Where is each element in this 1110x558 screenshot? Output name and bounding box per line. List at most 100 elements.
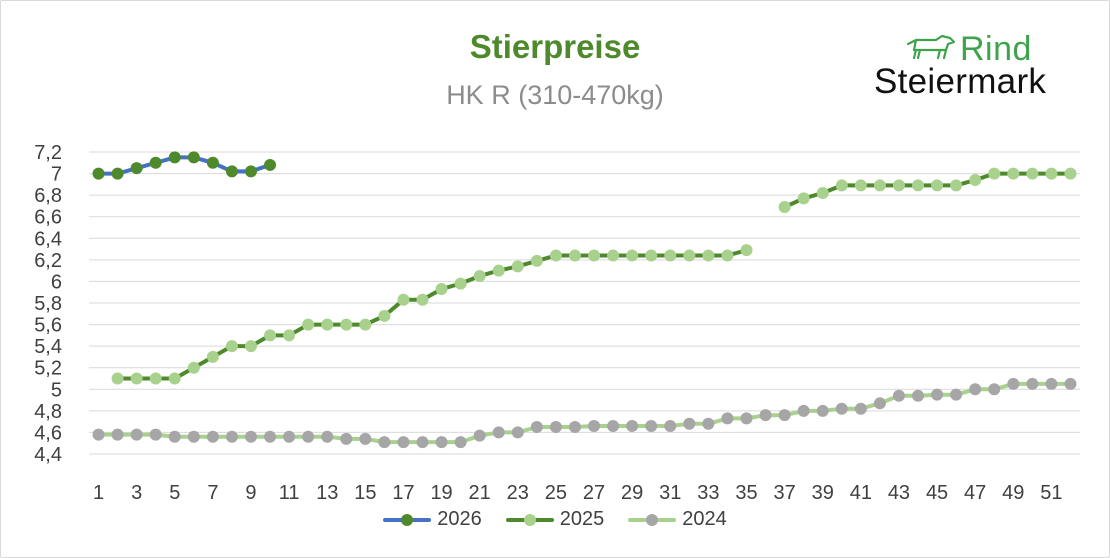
data-point xyxy=(988,383,1000,395)
series-layer xyxy=(93,151,1077,448)
data-point xyxy=(531,255,543,267)
data-point xyxy=(93,429,105,441)
y-tick-label: 7 xyxy=(51,164,62,186)
y-tick-label: 5,2 xyxy=(34,358,62,380)
data-point xyxy=(740,412,752,424)
x-tick-label: 23 xyxy=(507,482,529,504)
x-tick-label: 47 xyxy=(964,482,986,504)
data-point xyxy=(1026,378,1038,390)
series-2026 xyxy=(93,151,277,179)
y-tick-label: 4,4 xyxy=(34,444,62,466)
data-point xyxy=(493,426,505,438)
data-point xyxy=(264,329,276,341)
y-tick-label: 4,6 xyxy=(34,422,62,444)
y-tick-label: 6 xyxy=(51,271,62,293)
data-point xyxy=(893,390,905,402)
legend-label: 2025 xyxy=(560,508,605,531)
data-point xyxy=(283,431,295,443)
gridlines xyxy=(89,152,1080,454)
data-point xyxy=(817,405,829,417)
data-point xyxy=(912,390,924,402)
x-tick-label: 25 xyxy=(545,482,567,504)
y-tick-label: 7,2 xyxy=(34,142,62,164)
data-point xyxy=(188,431,200,443)
y-tick-label: 5,8 xyxy=(34,293,62,315)
legend-item-2026: 2026 xyxy=(383,508,482,531)
data-point xyxy=(836,403,848,415)
x-tick-label: 1 xyxy=(93,482,104,504)
data-point xyxy=(664,420,676,432)
data-point xyxy=(112,429,124,441)
y-tick-label: 6,2 xyxy=(34,250,62,272)
data-point xyxy=(436,436,448,448)
data-point xyxy=(950,179,962,191)
data-point xyxy=(512,260,524,272)
legend-label: 2024 xyxy=(682,508,727,531)
y-tick-label: 6,6 xyxy=(34,207,62,229)
x-tick-label: 13 xyxy=(316,482,338,504)
data-point xyxy=(950,389,962,401)
data-point xyxy=(207,431,219,443)
x-tick-label: 45 xyxy=(926,482,948,504)
data-point xyxy=(264,159,276,171)
data-point xyxy=(855,179,867,191)
data-point xyxy=(359,433,371,445)
data-point xyxy=(798,405,810,417)
data-point xyxy=(169,431,181,443)
data-point xyxy=(131,429,143,441)
legend-swatch xyxy=(628,510,676,530)
data-point xyxy=(245,431,257,443)
data-point xyxy=(836,179,848,191)
data-point xyxy=(169,151,181,163)
legend-swatch xyxy=(383,510,431,530)
y-tick-label: 6,8 xyxy=(34,185,62,207)
x-tick-label: 41 xyxy=(850,482,872,504)
data-point xyxy=(359,319,371,331)
x-tick-label: 29 xyxy=(621,482,643,504)
data-point xyxy=(131,373,143,385)
y-tick-label: 5 xyxy=(51,379,62,401)
data-point xyxy=(969,174,981,186)
legend-item-2025: 2025 xyxy=(506,508,605,531)
data-point xyxy=(626,420,638,432)
data-point xyxy=(321,431,333,443)
series-2025 xyxy=(112,168,1077,385)
data-point xyxy=(702,418,714,430)
data-point xyxy=(702,250,714,262)
data-point xyxy=(512,426,524,438)
data-point xyxy=(474,430,486,442)
data-point xyxy=(1007,168,1019,180)
data-point xyxy=(874,397,886,409)
data-point xyxy=(150,373,162,385)
data-point xyxy=(1045,378,1057,390)
legend-item-2024: 2024 xyxy=(628,508,727,531)
x-tick-label: 33 xyxy=(697,482,719,504)
data-point xyxy=(588,250,600,262)
x-tick-label: 21 xyxy=(469,482,491,504)
data-point xyxy=(1045,168,1057,180)
legend-label: 2026 xyxy=(437,508,482,531)
data-point xyxy=(550,250,562,262)
data-point xyxy=(607,250,619,262)
cow-outline-icon xyxy=(906,32,956,62)
y-tick-label: 4,8 xyxy=(34,401,62,423)
x-tick-label: 37 xyxy=(773,482,795,504)
data-point xyxy=(397,294,409,306)
data-point xyxy=(436,283,448,295)
data-point xyxy=(93,168,105,180)
x-tick-label: 43 xyxy=(888,482,910,504)
data-point xyxy=(531,421,543,433)
data-point xyxy=(607,420,619,432)
y-tick-label: 5,4 xyxy=(34,336,62,358)
data-point xyxy=(664,250,676,262)
data-point xyxy=(169,373,181,385)
data-point xyxy=(683,418,695,430)
data-point xyxy=(645,250,657,262)
data-point xyxy=(340,433,352,445)
data-point xyxy=(188,362,200,374)
data-point xyxy=(417,436,429,448)
data-point xyxy=(874,179,886,191)
x-tick-label: 15 xyxy=(354,482,376,504)
data-point xyxy=(112,373,124,385)
data-point xyxy=(760,409,772,421)
